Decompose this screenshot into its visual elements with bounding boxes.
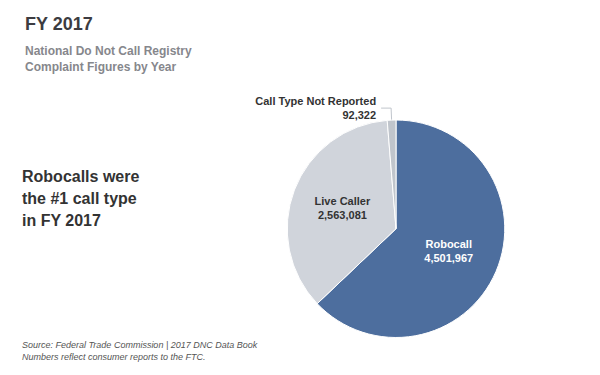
svg-text:Numbers reflect consumer repor: Numbers reflect consumer reports to the …: [22, 352, 206, 362]
svg-text:2,563,081: 2,563,081: [318, 209, 367, 221]
svg-text:Source: Federal Trade Commissi: Source: Federal Trade Commission | 2017 …: [22, 340, 258, 350]
svg-text:Robocalls were: Robocalls were: [22, 168, 139, 185]
svg-text:4,501,967: 4,501,967: [424, 252, 473, 264]
svg-text:Robocall: Robocall: [426, 238, 472, 250]
svg-text:Call Type Not Reported: Call Type Not Reported: [255, 95, 376, 107]
svg-text:Live Caller: Live Caller: [315, 195, 371, 207]
svg-text:92,322: 92,322: [342, 109, 376, 121]
svg-text:National Do Not Call Registry: National Do Not Call Registry: [25, 44, 192, 58]
svg-text:the #1 call type: the #1 call type: [22, 190, 137, 207]
svg-text:Complaint Figures by Year: Complaint Figures by Year: [25, 60, 176, 74]
svg-text:in FY 2017: in FY 2017: [22, 212, 101, 229]
svg-text:FY 2017: FY 2017: [25, 14, 93, 34]
